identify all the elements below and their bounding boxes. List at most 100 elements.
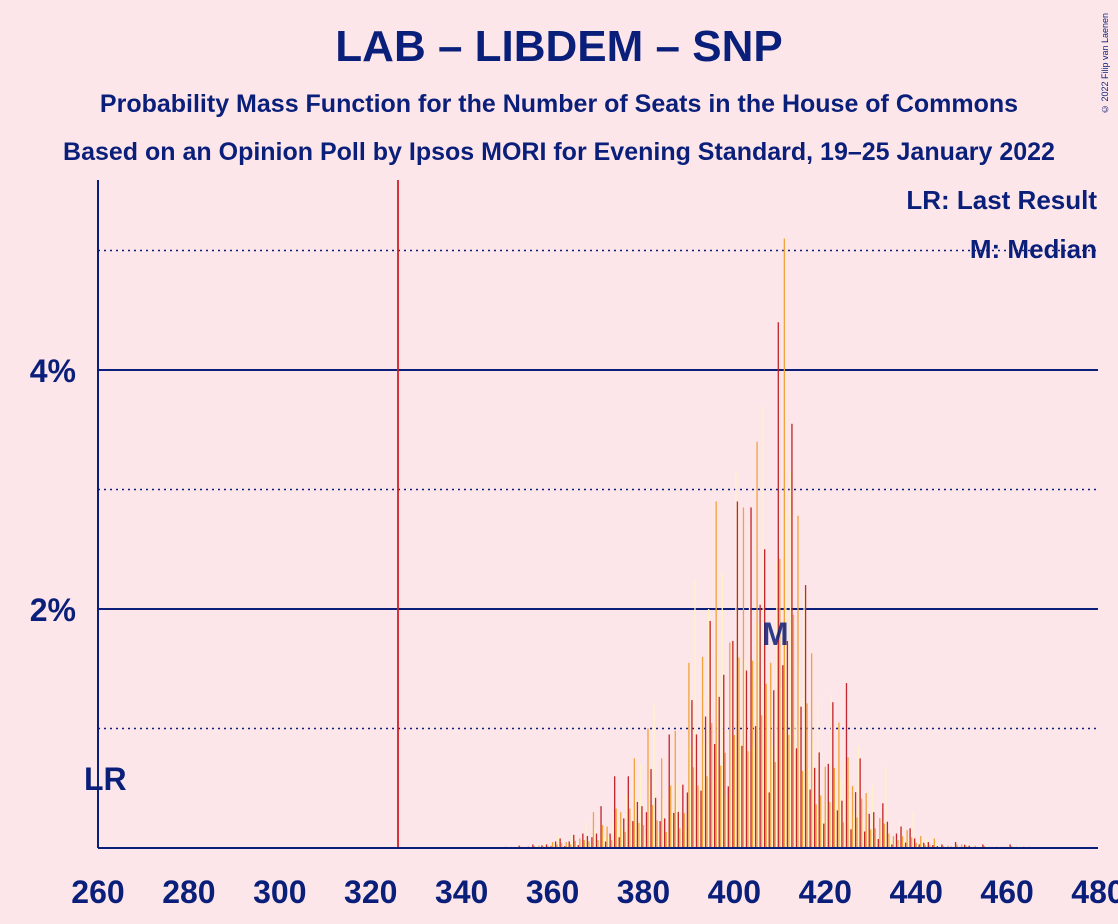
bar — [600, 806, 602, 848]
bar — [768, 792, 770, 848]
bar — [618, 837, 620, 848]
bar — [906, 830, 908, 848]
x-tick-label: 260 — [71, 874, 124, 910]
bar — [629, 808, 631, 848]
bar — [827, 763, 829, 848]
median-marker: M — [762, 616, 789, 652]
bar — [924, 845, 926, 848]
bar — [595, 833, 598, 848]
bar — [915, 842, 917, 848]
bar — [771, 746, 773, 848]
bar — [668, 734, 670, 848]
bar — [651, 804, 654, 848]
bar — [918, 844, 920, 848]
bar — [736, 501, 739, 848]
bar — [615, 808, 617, 848]
bar — [947, 845, 949, 848]
bar — [700, 790, 702, 848]
last-result-label: LR — [84, 761, 127, 797]
bar — [606, 826, 608, 848]
x-tick-label: 440 — [889, 874, 942, 910]
bar — [807, 769, 810, 848]
x-tick-label: 420 — [799, 874, 852, 910]
bar — [854, 792, 857, 848]
bar — [724, 752, 726, 848]
bar — [870, 829, 872, 848]
bar — [809, 789, 811, 848]
bar — [862, 821, 864, 848]
bar — [639, 764, 642, 848]
bar — [538, 845, 540, 848]
bar — [648, 782, 651, 848]
bar — [612, 821, 614, 848]
bar — [765, 683, 767, 848]
bar — [591, 837, 593, 848]
bar — [721, 573, 723, 848]
chart-subtitle: Probability Mass Function for the Number… — [99, 90, 1019, 118]
bar — [815, 804, 817, 848]
bar — [842, 822, 845, 848]
bar — [594, 828, 596, 848]
bar — [817, 702, 819, 848]
bar — [632, 821, 634, 848]
bar — [904, 842, 907, 848]
bar — [783, 238, 786, 849]
bar — [703, 742, 705, 848]
bar — [710, 723, 713, 848]
bar — [557, 836, 560, 848]
chart-title: LAB – LIBDEM – SNP — [335, 22, 783, 71]
bar — [582, 833, 584, 848]
bar — [670, 785, 672, 848]
bar — [688, 662, 690, 848]
bar — [579, 838, 581, 848]
bar — [720, 765, 722, 848]
bar — [636, 801, 639, 848]
bar — [660, 758, 663, 848]
bar — [580, 842, 582, 848]
bar — [589, 844, 592, 848]
bar — [847, 757, 849, 848]
bar — [760, 715, 763, 848]
bar — [888, 833, 890, 848]
bar — [665, 831, 667, 848]
bar — [770, 662, 772, 848]
bar — [567, 844, 569, 848]
bar — [621, 828, 623, 848]
bar — [853, 813, 855, 848]
bar — [732, 640, 734, 848]
bar — [735, 471, 737, 848]
bar — [850, 829, 852, 848]
bar — [826, 803, 828, 848]
bar — [953, 845, 955, 848]
bar — [603, 835, 605, 848]
bar — [785, 512, 787, 848]
x-tick-label: 460 — [980, 874, 1033, 910]
bar — [571, 836, 573, 848]
bar — [812, 740, 814, 848]
bar — [856, 817, 858, 848]
bar — [795, 748, 798, 848]
bar — [754, 726, 757, 848]
bar — [806, 703, 808, 848]
bar — [762, 405, 764, 848]
bar — [664, 818, 666, 848]
bar — [901, 836, 904, 848]
bar — [704, 716, 707, 848]
bar — [676, 783, 678, 848]
bar — [923, 842, 925, 848]
bar — [570, 844, 572, 848]
bar — [879, 818, 881, 848]
bar — [798, 665, 801, 848]
x-tick-label: 360 — [526, 874, 579, 910]
bar — [895, 833, 898, 848]
bar — [791, 423, 793, 848]
bar — [907, 838, 910, 848]
bar — [823, 823, 825, 848]
axes: 2% 4% 260 280 300 320 340 360 380 400 420 440 460 480 — [30, 180, 1118, 910]
bar — [967, 842, 969, 848]
bar — [624, 831, 626, 848]
bar — [562, 845, 564, 848]
bar — [556, 844, 558, 848]
bar — [794, 720, 796, 848]
bar — [565, 842, 567, 848]
